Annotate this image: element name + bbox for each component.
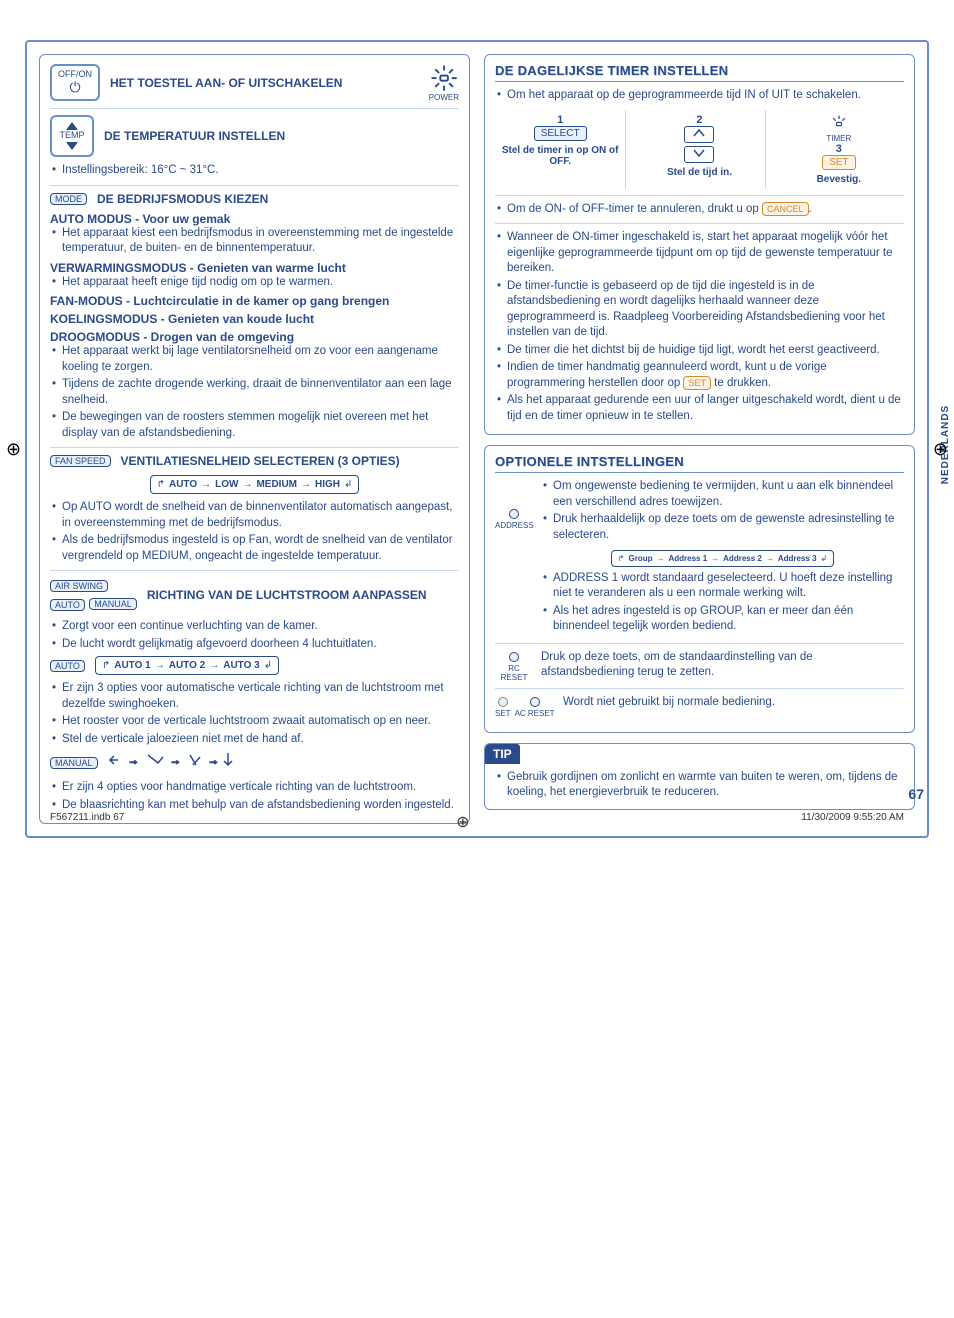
registration-mark-right: ⊕ [933,439,948,460]
mode-title: DE BEDRIJFSMODUS KIEZEN [97,192,268,206]
dry-mode-text-2: Tijdens de zachte drogende werking, draa… [50,377,459,408]
air-swing-buttons: AIR SWING AUTO MANUAL [50,577,137,613]
cool-mode-heading: KOELINGSMODUS - Genieten van koude lucht [50,312,459,326]
timer-note-3: De timer die het dichtst bij de huidige … [495,343,904,359]
heat-mode-heading: VERWARMINGSMODUS - Genieten van warme lu… [50,261,459,275]
dry-mode-text-1: Het apparaat werkt bij lage ventilatorsn… [50,344,459,375]
timer-note-4: Indien de timer handmatig geannuleerd wo… [495,360,904,391]
optional-heading: OPTIONELE INTSTELLINGEN [495,454,904,473]
footer-file: F567211.indb 67 [50,812,124,832]
fan-speed-button: FAN SPEED [50,455,111,467]
fan-speed-title: VENTILATIESNELHEID SELECTEREN (3 OPTIES) [121,454,400,468]
right-column: DE DAGELIJKSE TIMER INSTELLEN Om het app… [484,54,915,824]
manual-swing-button: MANUAL [50,757,98,769]
tip-text: Gebruik gordijnen om zonlicht en warmte … [495,770,904,801]
temp-title: DE TEMPERATUUR INSTELLEN [104,129,285,143]
timer-note-5: Als het apparaat gedurende een uur of la… [495,393,904,424]
power-indicator-icon: POWER [429,63,459,102]
svg-text:→: → [128,755,139,767]
timer-heading: DE DAGELIJKSE TIMER INSTELLEN [495,63,904,82]
fan-speed-cycle: ↱AUTO→LOW→MEDIUM→HIGH↲ [150,475,360,494]
temp-down-icon [66,142,78,150]
panel-timer: DE DAGELIJKSE TIMER INSTELLEN Om het app… [484,54,915,435]
addr-note-4: Als het adres ingesteld is op GROUP, kan… [541,604,904,635]
temp-label: TEMP [59,131,84,141]
timer-icon: TIMER [826,114,851,143]
auto-swing-cycle: ↱AUTO 1→AUTO 2→AUTO 3↲ [95,656,279,675]
footer: F567211.indb 67 ⊕ 11/30/2009 9:55:20 AM [50,812,904,832]
manual-swing-note-1: Er zijn 4 opties voor handmatige vertica… [50,780,459,796]
timer-step-2: 2 Stel de tijd in. [634,110,765,189]
addr-note-2: Druk herhaaldelijk op deze toets om de g… [541,512,904,543]
off-on-button: OFF/ON ⏻ [50,64,100,101]
tip-heading: TIP [485,744,520,764]
set-button-inline: SET [683,376,711,390]
panel-tip: TIP Gebruik gordijnen om zonlicht en war… [484,743,915,810]
timer-note-1: Wanneer de ON-timer ingeschakeld is, sta… [495,230,904,277]
time-up-icon [684,126,714,143]
timer-cancel-note: Om de ON- of OFF-timer te annuleren, dru… [495,202,904,218]
footer-date: 11/30/2009 9:55:20 AM [801,812,904,832]
auto-mode-text: Het apparaat kiest een bedrijfsmodus in … [50,226,459,257]
cancel-button: CANCEL [762,202,809,216]
timer-steps: 1 SELECT Stel de timer in op ON of OFF. … [495,110,904,189]
dry-mode-heading: DROOGMODUS - Drogen van de omgeving [50,330,459,344]
svg-text:→: → [208,755,219,767]
air-swing-note-1: Zorgt voor een continue verluchting van … [50,619,459,635]
time-down-icon [684,146,714,163]
panel-operations: OFF/ON ⏻ HET TOESTEL AAN- OF UITSCHAKELE… [39,54,470,824]
heat-mode-text: Het apparaat heeft enige tijd nodig om o… [50,275,459,291]
air-swing-note-2: De lucht wordt gelijkmatig afgevoerd doo… [50,637,459,653]
rc-reset-text: Druk op deze toets, om de standaardinste… [541,650,904,681]
air-swing-auto-button: AUTO [50,599,85,611]
air-swing-button: AIR SWING [50,580,108,592]
off-on-title: HET TOESTEL AAN- OF UITSCHAKELEN [110,76,419,90]
auto-swing-note-2: Het rooster voor de verticale luchtstroo… [50,714,459,730]
temp-up-icon [66,122,78,130]
addr-note-1: Om ongewenste bediening te vermijden, ku… [541,479,904,510]
page-frame: OFF/ON ⏻ HET TOESTEL AAN- OF UITSCHAKELE… [25,40,929,838]
timer-step-1: 1 SELECT Stel de timer in op ON of OFF. [495,110,626,189]
timer-step-3: TIMER 3 SET Bevestig. [774,110,904,189]
timer-note-2: De timer-functie is gebaseerd op de tijd… [495,279,904,341]
set-button: SET [822,155,855,170]
auto-swing-button: AUTO [50,660,85,672]
fan-mode-heading: FAN-MODUS - Luchtcirculatie in de kamer … [50,294,459,308]
air-swing-manual-button: MANUAL [89,598,137,610]
manual-swing-arrows: → → → [108,751,459,774]
svg-text:→: → [170,755,181,767]
dry-mode-text-3: De bewegingen van de roosters stemmen mo… [50,410,459,441]
temp-range: Instellingsbereik: 16°C ~ 31°C. [50,163,459,179]
mode-button: MODE [50,193,87,205]
address-icon: ADDRESS [495,479,533,530]
air-swing-title: RICHTING VAN DE LUCHTSTROOM AANPASSEN [147,588,427,602]
fan-speed-note-2: Als de bedrijfsmodus ingesteld is op Fan… [50,533,459,564]
set-acreset-text: Wordt niet gebruikt bij normale bedienin… [563,695,904,711]
address-cycle: ↱Group→Address 1→Address 2→Address 3↲ [611,550,834,567]
select-button: SELECT [534,126,587,141]
manual-swing-note-2: De blaasrichting kan met behulp van de a… [50,798,459,814]
temp-button: TEMP [50,115,94,157]
addr-note-3: ADDRESS 1 wordt standaard geselecteerd. … [541,571,904,602]
rc-reset-icon: RC RESET [495,650,533,682]
timer-intro: Om het apparaat op de geprogrammeerde ti… [495,88,904,104]
page-number: 67 [908,786,924,802]
registration-mark-bottom: ⊕ [456,812,469,832]
registration-mark-left: ⊕ [6,439,21,460]
panel-optional: OPTIONELE INTSTELLINGEN ADDRESS Om ongew… [484,445,915,732]
auto-swing-note-3: Stel de verticale jaloezieen niet met de… [50,732,459,748]
auto-mode-heading: AUTO MODUS - Voor uw gemak [50,212,459,226]
fan-speed-note-1: Op AUTO wordt de snelheid van de binnenv… [50,500,459,531]
set-acreset-icon: SET AC RESET [495,695,555,718]
power-icon: ⏻ [69,80,80,95]
auto-swing-note-1: Er zijn 3 opties voor automatische verti… [50,681,459,712]
left-column: OFF/ON ⏻ HET TOESTEL AAN- OF UITSCHAKELE… [39,54,470,824]
